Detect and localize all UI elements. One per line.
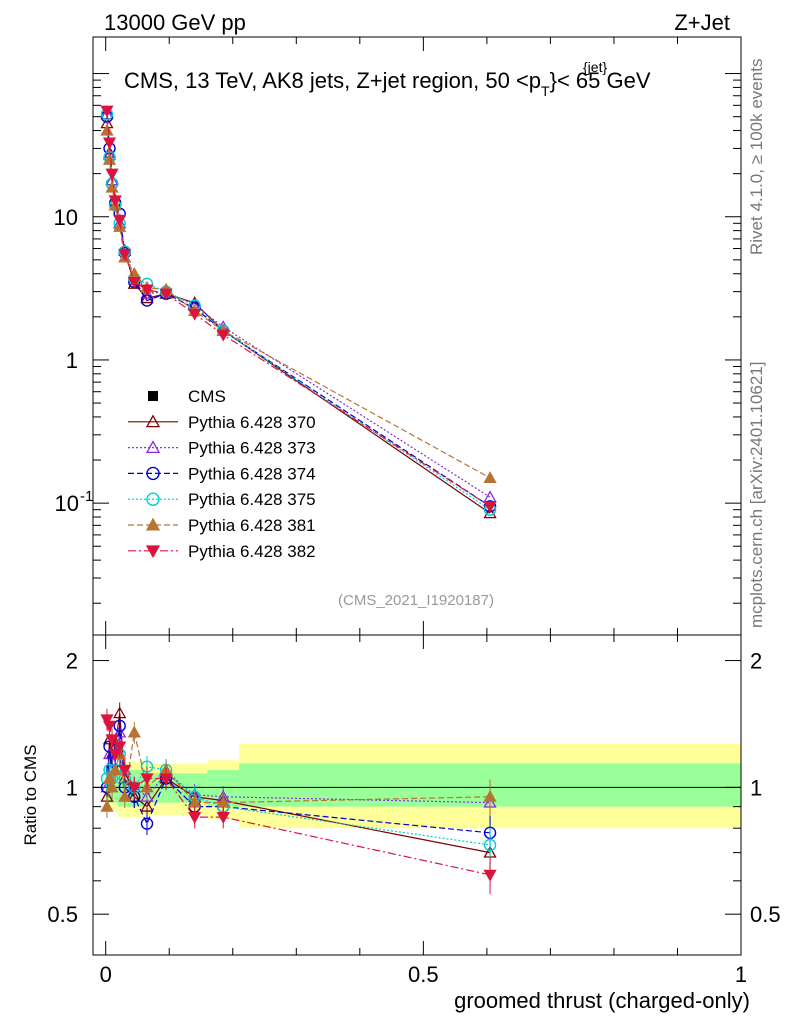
legend-marker: [146, 492, 160, 506]
ratio-point: [113, 719, 126, 733]
legend-marker: [145, 517, 161, 531]
ratio-point: [100, 799, 114, 812]
ratio-point: [102, 720, 117, 733]
ratio-point: [105, 734, 119, 747]
data-point: [188, 308, 202, 321]
ratio-point: [108, 748, 122, 761]
ratio-point: [118, 764, 132, 777]
ratio-point: [118, 789, 132, 802]
data-point: [118, 248, 132, 261]
legend: CMS Pythia 6.428 370 Pythia 6.428 373 Pythi…: [128, 387, 316, 561]
legend-label: Pythia 6.428 374: [188, 464, 316, 483]
legend-label: Pythia 6.428 370: [188, 413, 316, 432]
data-point: [483, 506, 497, 519]
y-tick-label-right: 0.5: [750, 902, 781, 927]
data-point: [140, 286, 154, 299]
series-line: [106, 116, 491, 507]
legend-label: Pythia 6.428 373: [188, 439, 316, 458]
chart-title-superscript: {jet}: [583, 59, 607, 75]
ratio-point: [483, 789, 497, 802]
header-right: Z+Jet: [674, 10, 730, 35]
y-tick-label-right: 2: [750, 649, 762, 674]
ratio-point: [483, 869, 497, 882]
ratio-point: [483, 838, 497, 852]
ratio-point: [159, 773, 173, 786]
data-point: [102, 152, 117, 165]
side-label-top: Rivet 4.1.0, ≥ 100k events: [747, 59, 766, 255]
data-point: [113, 214, 127, 227]
analysis-label: (CMS_2021_I1920187): [338, 592, 494, 609]
legend-marker: [145, 440, 161, 454]
data-point: [483, 501, 497, 514]
data-point: [100, 123, 114, 136]
legend-marker: [146, 466, 160, 481]
data-point: [105, 180, 119, 193]
legend-label: Pythia 6.428 381: [188, 516, 316, 535]
ratio-point: [188, 812, 202, 824]
y-tick-label: 1: [66, 775, 78, 800]
x-tick-label: 0.5: [408, 962, 439, 987]
ratio-point: [108, 763, 122, 775]
y-tick-label: 10: [55, 491, 79, 516]
legend-label: Pythia 6.428 375: [188, 490, 316, 509]
ratio-point: [140, 773, 154, 786]
data-point: [127, 276, 141, 289]
series-6: [100, 105, 497, 514]
ratio-point: [140, 799, 154, 812]
legend-marker: [145, 545, 161, 559]
ratio-point: [113, 741, 127, 754]
data-point: [105, 168, 119, 181]
x-tick-label: 1: [735, 962, 747, 987]
ratio-ylabel: Ratio to CMS: [21, 744, 40, 845]
data-point: [159, 288, 173, 301]
data-point: [100, 105, 114, 118]
data-point: [108, 195, 122, 208]
data-point: [216, 329, 230, 342]
ratio-point: [127, 725, 141, 738]
y-tick-label: 2: [66, 649, 78, 674]
header-left: 13000 GeV pp: [104, 10, 246, 35]
ratio-point: [216, 812, 230, 824]
ratio-series-6: [100, 708, 497, 895]
legend-label: Pythia 6.428 382: [188, 542, 316, 561]
data-point: [483, 471, 497, 483]
y-tick-label-right: 1: [750, 775, 762, 800]
x-axis-label: groomed thrust (charged-only): [454, 988, 750, 1013]
data-point: [140, 284, 154, 297]
y-tick-label: 10: [54, 205, 78, 230]
series-1: [100, 116, 497, 519]
ratio-point: [127, 782, 141, 795]
ratio-panel: 2 2 1 1 0.5 0.5 0 0.5 1 Ratio to CMS: [21, 634, 781, 987]
ratio-point: [105, 780, 119, 793]
ratio-point: [140, 817, 154, 830]
data-point: [102, 137, 117, 150]
y-tick-label-exponent: -1: [80, 488, 93, 505]
ratio-series-5: [100, 721, 497, 818]
side-label-bottom: mcplots.cern.ch [arXiv:2401.10621]: [747, 362, 766, 628]
chart-title: CMS, 13 TeV, AK8 jets, Z+jet region, 50 …: [124, 68, 651, 99]
ratio-point: [140, 789, 154, 802]
legend-label: CMS: [188, 387, 226, 406]
legend-marker: [145, 414, 161, 428]
y-tick-label: 0.5: [47, 902, 78, 927]
legend-marker: [148, 391, 158, 401]
x-tick-label: 0: [100, 962, 112, 987]
y-tick-label: 1: [66, 348, 78, 373]
